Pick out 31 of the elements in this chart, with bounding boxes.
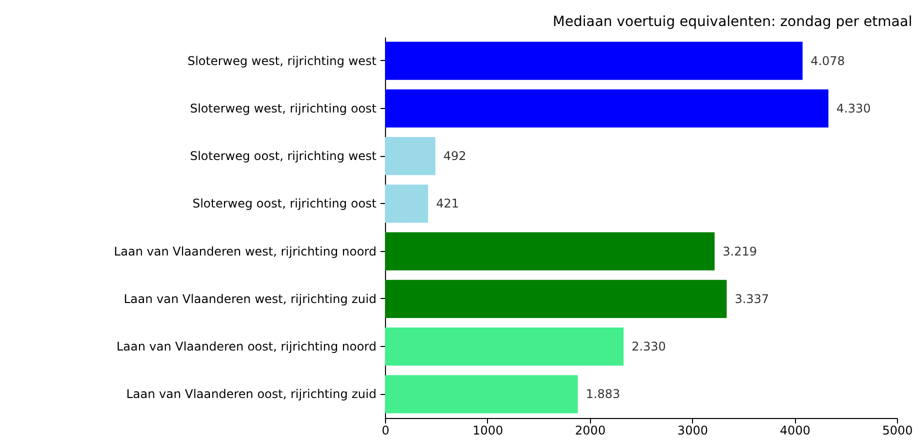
- x-tick-label: 0: [382, 424, 390, 438]
- chart-title: Mediaan voertuig equivalenten: zondag per etmaal: [552, 14, 912, 30]
- x-tick-label: 4000: [780, 424, 810, 438]
- data-label: 492: [443, 149, 466, 164]
- bar: [385, 375, 578, 414]
- bar: [385, 184, 428, 223]
- bar: [385, 232, 715, 270]
- y-tick-label: Sloterweg west, rijrichting west: [187, 54, 377, 68]
- x-tick-label: 2000: [575, 424, 606, 438]
- x-tick-label: 1000: [472, 424, 504, 438]
- y-tick-label: Sloterweg oost, rijrichting oost: [192, 196, 377, 211]
- data-label: 4.078: [810, 54, 845, 68]
- y-tick-label: Sloterweg west, rijrichting oost: [190, 101, 377, 116]
- x-tick-label: 5000: [882, 424, 913, 438]
- y-tick-label: Laan van Vlaanderen oost, rijrichting noord: [116, 340, 376, 354]
- bar: [385, 328, 624, 366]
- bar: [385, 280, 727, 318]
- y-tick-label: Sloterweg oost, rijrichting west: [190, 149, 377, 164]
- y-tick-label: Laan van Vlaanderen west, rijrichting noord: [114, 244, 376, 258]
- data-label: 4.330: [836, 101, 871, 116]
- x-tick-label: 3000: [677, 424, 708, 438]
- data-label: 2.330: [632, 340, 666, 354]
- bar: [385, 137, 436, 176]
- bar: [385, 42, 803, 80]
- data-label: 1.883: [586, 387, 620, 402]
- bar: [385, 89, 828, 128]
- y-tick-label: Laan van Vlaanderen west, rijrichting zuid: [124, 292, 376, 306]
- y-tick-label: Laan van Vlaanderen oost, rijrichting zuid: [126, 387, 376, 402]
- data-label: 421: [436, 196, 460, 211]
- data-label: 3.219: [722, 244, 757, 258]
- data-label: 3.337: [734, 292, 770, 306]
